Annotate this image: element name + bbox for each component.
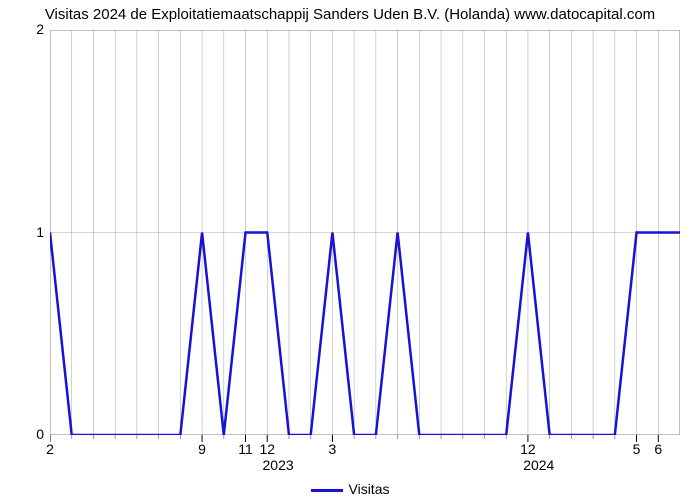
line-chart-svg <box>50 30 680 435</box>
y-tick-label: 2 <box>4 21 44 37</box>
y-tick-label: 0 <box>4 426 44 442</box>
legend-label: Visitas <box>349 481 390 497</box>
x-tick-svg <box>50 435 680 455</box>
chart-title: Visitas 2024 de Exploitatiemaatschappij … <box>0 6 700 23</box>
plot-area <box>50 30 680 435</box>
chart-container: Visitas 2024 de Exploitatiemaatschappij … <box>0 0 700 500</box>
x-year-label: 2023 <box>253 457 303 473</box>
legend: Visitas <box>0 481 700 497</box>
x-year-label: 2024 <box>514 457 564 473</box>
y-tick-label: 1 <box>4 224 44 240</box>
legend-line-icon <box>311 489 343 492</box>
